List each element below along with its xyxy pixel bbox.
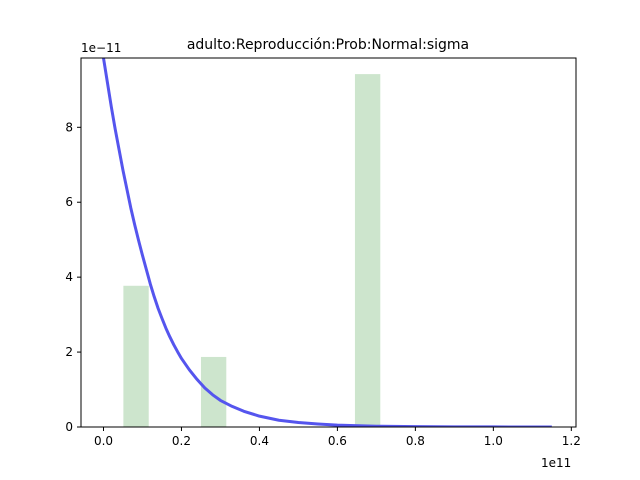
y-tick-label: 4: [65, 270, 73, 284]
histogram-bar-2: [200, 356, 227, 427]
x-tick-label: 1.2: [562, 434, 581, 448]
histogram-bars: [123, 74, 381, 427]
x-tick-label: 0.2: [172, 434, 191, 448]
y-tick-label: 2: [65, 345, 73, 359]
x-tick-label: 0.0: [94, 434, 113, 448]
density-curve-group: [102, 58, 552, 427]
histogram-bar-1: [123, 285, 149, 427]
x-tick-label: 0.6: [328, 434, 347, 448]
y-tick-label: 8: [65, 120, 73, 134]
x-tick-label: 1.0: [484, 434, 503, 448]
x-tick-label: 0.8: [406, 434, 425, 448]
x-tick-label: 0.4: [250, 434, 269, 448]
x-offset-label: 1e11: [541, 456, 571, 470]
y-offset-label: 1e−11: [81, 41, 121, 55]
density-curve: [102, 58, 552, 427]
chart-title: adulto:Reproducción:Prob:Normal:sigma: [187, 37, 469, 53]
y-tick-label: 0: [65, 420, 73, 434]
axes: 0.0 0.2 0.4 0.6 0.8 1.0 1.2 0 2 4 6 8: [65, 57, 581, 448]
histogram-bar-3: [354, 74, 381, 427]
y-tick-label: 6: [65, 195, 73, 209]
plot-frame: [80, 57, 577, 428]
